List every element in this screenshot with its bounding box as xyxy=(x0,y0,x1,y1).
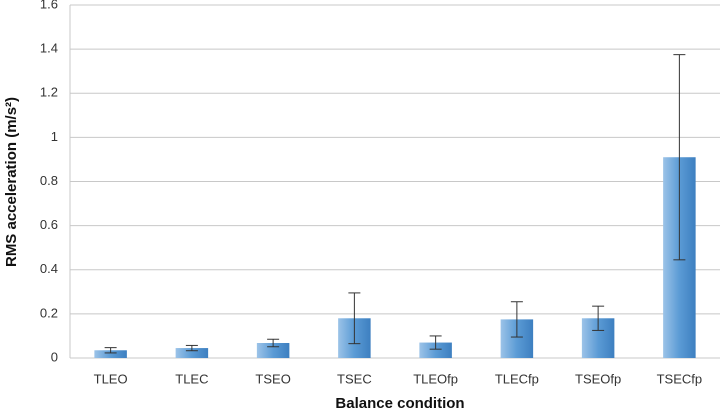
error-bar xyxy=(348,292,361,345)
bar xyxy=(419,342,452,358)
x-tick-label: TSEOfp xyxy=(575,371,621,386)
x-tick-label: TLECfp xyxy=(495,371,539,386)
x-tick-label: TLEOfp xyxy=(413,371,458,386)
y-tick-label: 0 xyxy=(51,349,58,364)
x-axis-title: Balance condition xyxy=(335,395,464,412)
error-bar xyxy=(104,347,117,354)
y-tick-label: 1.2 xyxy=(40,85,58,100)
y-tick-label: 0.4 xyxy=(40,261,58,276)
error-bar xyxy=(673,54,686,261)
x-tick-label: TSEO xyxy=(255,371,290,386)
x-tick-label: TSECfp xyxy=(657,371,703,386)
error-bar xyxy=(510,301,523,338)
y-axis-title: RMS acceleration (m/s²) xyxy=(3,97,20,267)
y-tick-label: 0.2 xyxy=(40,305,58,320)
y-tick-label: 0.6 xyxy=(40,217,58,232)
y-tick-label: 1.4 xyxy=(40,41,58,56)
x-tick-label: TLEC xyxy=(175,371,208,386)
x-tick-label: TSEC xyxy=(337,371,372,386)
y-tick-label: 0.8 xyxy=(40,173,58,188)
error-bar xyxy=(429,335,442,350)
x-tick-label: TLEO xyxy=(94,371,128,386)
y-tick-label: 1 xyxy=(51,129,58,144)
bar xyxy=(94,350,127,358)
bar xyxy=(256,342,290,358)
error-bar xyxy=(592,305,605,331)
bar xyxy=(175,348,209,358)
error-bar xyxy=(185,344,198,352)
y-tick-label: 1.6 xyxy=(40,0,58,11)
error-bar xyxy=(267,338,280,348)
